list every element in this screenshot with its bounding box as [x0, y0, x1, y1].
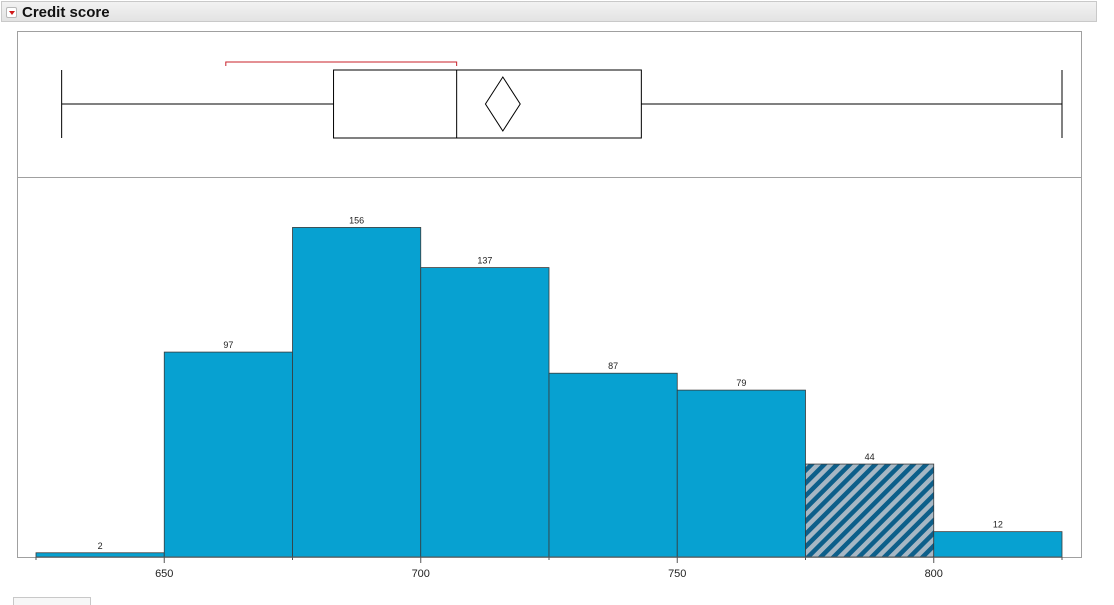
bar-count-label: 12 — [993, 520, 1003, 530]
box-plot — [61, 61, 1063, 139]
histogram-bar — [548, 372, 678, 558]
histogram-bar — [676, 389, 806, 558]
bar-count-label: 97 — [223, 340, 233, 350]
bar-count-label: 87 — [608, 361, 618, 371]
bottom-tab[interactable] — [13, 597, 91, 605]
histogram-bar — [420, 267, 550, 558]
bar-count-labels: 2 97 156 137 87 79 44 12 — [98, 215, 1003, 550]
x-tick-label: 650 — [155, 568, 173, 580]
mean-diamond — [484, 76, 521, 132]
histogram-bar — [35, 552, 165, 558]
bar-count-label: 2 — [98, 541, 103, 551]
bar-count-label: 156 — [349, 215, 364, 225]
histogram-bar — [805, 463, 935, 558]
report-title: Credit score — [22, 4, 110, 21]
bar-count-label: 137 — [477, 256, 492, 266]
x-tick-label: 800 — [925, 568, 943, 580]
x-axis: 650 700 750 800 — [35, 556, 1063, 580]
disclosure-triangle-icon[interactable] — [6, 7, 17, 18]
report-header: Credit score — [1, 1, 1097, 22]
plot-divider — [17, 177, 1082, 178]
x-tick-label: 700 — [412, 568, 430, 580]
shortest-half-bracket — [225, 61, 458, 66]
histogram-bar — [292, 227, 422, 558]
bar-count-label: 79 — [736, 378, 746, 388]
quartile-box — [333, 69, 642, 139]
bar-count-label: 44 — [865, 452, 875, 462]
histogram-bar — [933, 531, 1063, 558]
histogram-bars — [35, 227, 1063, 558]
histogram-bar — [163, 351, 293, 558]
x-tick-label: 750 — [668, 568, 686, 580]
